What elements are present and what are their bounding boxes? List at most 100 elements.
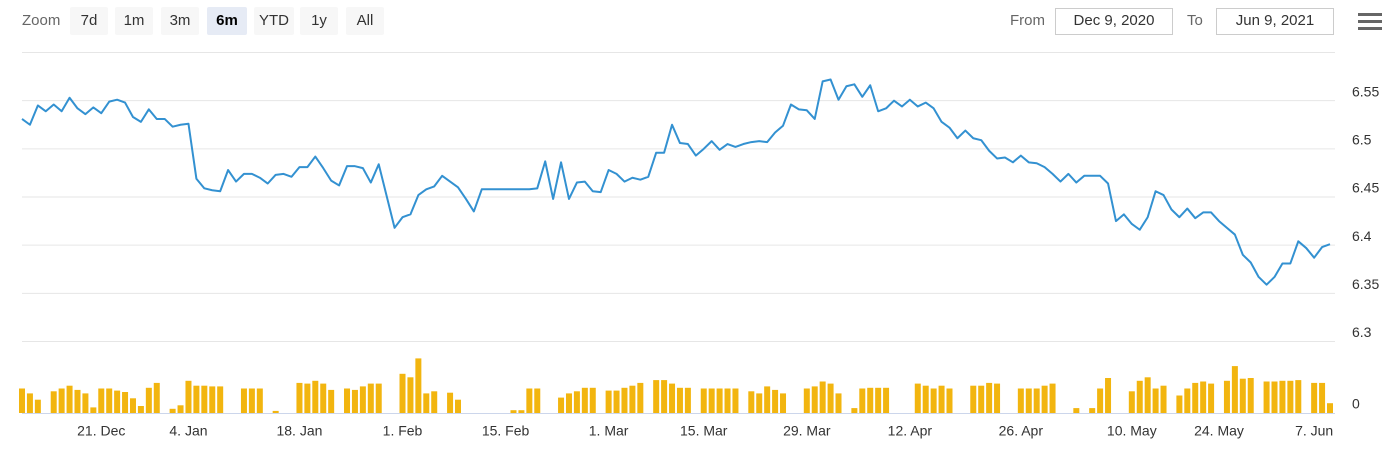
volume-bar — [1239, 378, 1246, 413]
x-tick-label: 18. Jan — [276, 423, 322, 439]
volume-bar — [700, 388, 707, 413]
volume-bar — [764, 386, 771, 413]
y-tick-label: 6.3 — [1352, 324, 1372, 340]
volume-bar — [1128, 391, 1135, 413]
volume-bar — [1105, 378, 1112, 413]
volume-bar — [914, 383, 921, 413]
range-button-bg — [115, 7, 153, 35]
volume-bar — [344, 388, 351, 413]
volume-bar — [986, 382, 993, 413]
volume-bar — [1287, 380, 1294, 413]
volume-bar — [1073, 408, 1080, 413]
volume-bar — [581, 387, 588, 413]
x-tick-label: 29. Mar — [783, 423, 831, 439]
x-tick-label: 15. Feb — [482, 423, 530, 439]
to-label: To — [1187, 12, 1203, 29]
volume-bar — [780, 393, 787, 413]
range-button[interactable]: 7d — [70, 7, 108, 35]
volume-bar — [431, 391, 438, 413]
volume-bar — [732, 388, 739, 413]
volume-bar — [423, 393, 430, 413]
volume-bar — [256, 388, 263, 413]
from-input[interactable]: Dec 9, 2020 — [1055, 8, 1173, 35]
volume-bar — [772, 389, 779, 413]
volume-bar — [708, 388, 715, 413]
volume-bar — [19, 388, 25, 413]
x-tick-label: 24. May — [1194, 423, 1244, 439]
volume-bar — [1295, 380, 1302, 413]
volume-bar — [510, 410, 517, 413]
volume-bar — [90, 407, 97, 413]
volume-bar — [621, 387, 628, 413]
volume-bar — [415, 358, 422, 413]
volume-bar — [1192, 382, 1199, 413]
to-input[interactable]: Jun 9, 2021 — [1216, 8, 1334, 35]
volume-bar — [867, 387, 874, 413]
volume-bar — [1097, 388, 1104, 413]
range-button[interactable]: 6m — [207, 7, 247, 35]
volume-bar — [1136, 380, 1143, 413]
volume-bar — [122, 392, 129, 413]
input-box — [1055, 8, 1173, 35]
volume-bar — [248, 388, 255, 413]
range-button-label: All — [357, 12, 374, 29]
range-button[interactable]: 3m — [161, 7, 199, 35]
zoom-label: Zoom — [22, 12, 60, 29]
y-tick-label: 6.4 — [1352, 228, 1372, 244]
range-button-bg — [254, 7, 294, 35]
volume-bar — [296, 382, 303, 413]
volume-bar — [1041, 385, 1048, 413]
volume-bar — [312, 380, 319, 413]
volume-bar — [240, 388, 247, 413]
range-button-bg — [207, 7, 247, 35]
volume-bar — [129, 398, 136, 413]
volume-bar — [1184, 388, 1191, 413]
volume-bar — [1200, 381, 1207, 413]
range-button[interactable]: 1y — [300, 7, 338, 35]
from-label: From — [1010, 12, 1045, 29]
volume-bar — [50, 391, 57, 413]
volume-bar — [82, 393, 89, 413]
volume-bar — [1231, 366, 1238, 413]
volume-bar — [978, 385, 985, 413]
menu-bar — [1358, 13, 1382, 16]
volume-bar — [1327, 403, 1333, 413]
menu-button[interactable] — [1358, 13, 1382, 30]
y-tick-label: 6.55 — [1352, 83, 1379, 99]
range-button[interactable]: YTD — [254, 7, 294, 35]
volume-bar — [589, 387, 596, 413]
volume-bar — [756, 393, 763, 413]
volume-bar — [1279, 380, 1286, 413]
volume-bar — [1152, 388, 1159, 413]
volume-bar — [629, 385, 636, 413]
volume-bar — [185, 380, 192, 413]
range-button-label: YTD — [259, 12, 289, 29]
range-button[interactable]: All — [346, 7, 384, 35]
range-button-bg — [161, 7, 199, 35]
volume-bar — [716, 388, 723, 413]
input-box — [1216, 8, 1334, 35]
volume-bar — [351, 389, 358, 413]
price-line — [21, 78, 1331, 286]
x-tick-label: 12. Apr — [888, 423, 933, 439]
volume-bar — [653, 380, 660, 413]
volume-bar — [34, 399, 41, 413]
volume-bar — [748, 391, 755, 413]
volume-bar — [375, 383, 382, 413]
range-button-bg — [346, 7, 384, 35]
volume-bar — [66, 385, 73, 413]
y-tick-label: 6.5 — [1352, 132, 1372, 148]
volume-bar — [1089, 408, 1096, 413]
volume-bar — [74, 389, 81, 413]
volume-bar — [455, 399, 461, 413]
volume-bar — [661, 380, 668, 413]
volume-bar — [930, 388, 937, 413]
volume-bar — [1223, 380, 1230, 413]
volume-bar — [201, 385, 208, 413]
volume-bar — [447, 392, 454, 413]
volume-bar — [217, 386, 224, 413]
range-button-bg — [70, 7, 108, 35]
range-button[interactable]: 1m — [115, 7, 153, 35]
range-button-label: 3m — [170, 12, 191, 29]
